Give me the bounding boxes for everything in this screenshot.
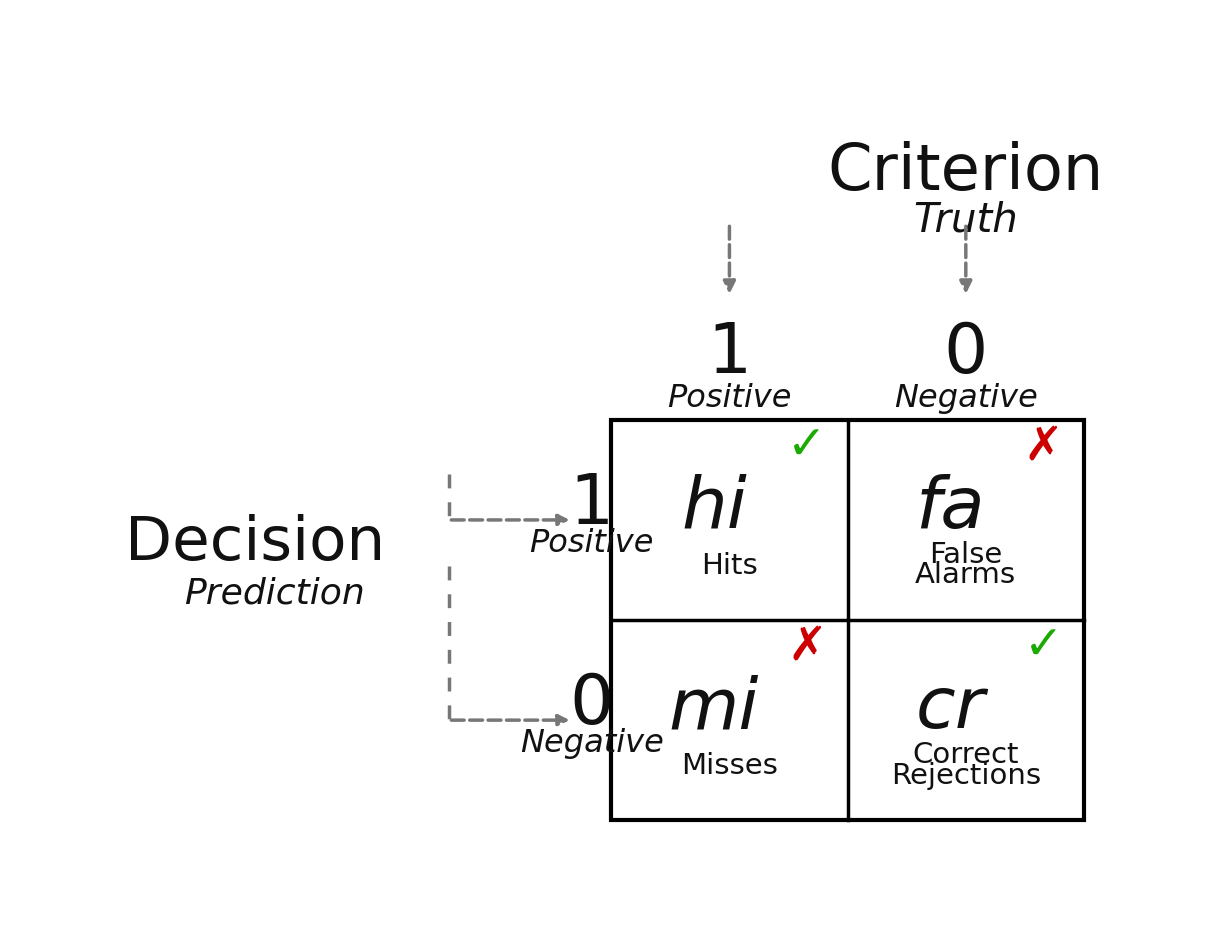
Text: Negative: Negative <box>520 728 664 759</box>
Text: hi: hi <box>681 473 747 542</box>
Text: 0: 0 <box>569 671 614 738</box>
Text: ✓: ✓ <box>787 424 827 470</box>
Text: fa: fa <box>915 473 986 542</box>
Text: Rejections: Rejections <box>891 761 1041 789</box>
Text: Hits: Hits <box>701 552 758 580</box>
Text: ✗: ✗ <box>787 624 827 669</box>
Text: Truth: Truth <box>913 200 1018 240</box>
Text: ✓: ✓ <box>1024 624 1063 669</box>
Text: Positive: Positive <box>530 528 654 558</box>
Text: Alarms: Alarms <box>915 561 1016 589</box>
Text: cr: cr <box>915 674 986 743</box>
Bar <box>611 419 1084 820</box>
Text: Correct: Correct <box>913 741 1019 769</box>
Text: 0: 0 <box>944 320 988 387</box>
Text: Negative: Negative <box>894 383 1037 414</box>
Text: Criterion: Criterion <box>828 141 1104 203</box>
Text: Positive: Positive <box>668 383 792 414</box>
Text: 1: 1 <box>570 471 614 538</box>
Text: Decision: Decision <box>124 514 384 572</box>
Text: 1: 1 <box>707 320 752 387</box>
Text: Prediction: Prediction <box>184 576 365 610</box>
Text: Misses: Misses <box>681 752 777 780</box>
Text: False: False <box>929 541 1003 569</box>
Text: mi: mi <box>669 674 759 743</box>
Text: ✗: ✗ <box>1024 424 1063 470</box>
